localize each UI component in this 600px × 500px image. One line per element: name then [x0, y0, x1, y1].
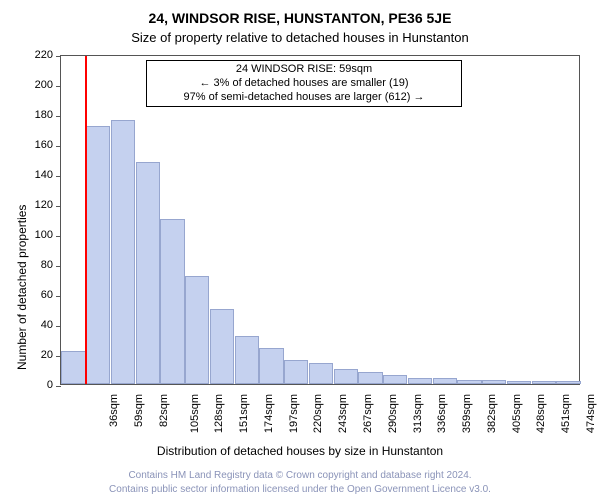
x-tick-label: 428sqm: [535, 388, 547, 433]
y-tick: [56, 146, 61, 147]
x-tick-label: 36sqm: [108, 388, 120, 427]
histogram-bar: [111, 120, 135, 384]
y-tick: [56, 326, 61, 327]
y-axis-label: Number of detached properties: [15, 205, 29, 370]
y-tick-label: 180: [35, 109, 53, 121]
x-tick-label: 405sqm: [511, 388, 523, 433]
histogram-bar: [532, 381, 556, 384]
histogram-bar: [284, 360, 308, 384]
x-tick-label: 243sqm: [337, 388, 349, 433]
property-marker-line: [85, 56, 87, 384]
x-tick-label: 382sqm: [486, 388, 498, 433]
x-tick-label: 151sqm: [238, 388, 250, 433]
footer-copyright-2: Contains public sector information licen…: [0, 484, 600, 495]
x-tick-label: 220sqm: [313, 388, 325, 433]
histogram-bar: [457, 380, 481, 385]
y-tick: [56, 266, 61, 267]
annotation-box: 24 WINDSOR RISE: 59sqm← 3% of detached h…: [146, 60, 462, 107]
chart-container: { "layout":{ "title1":{"text":"24, WINDS…: [0, 0, 600, 500]
y-tick-label: 140: [35, 169, 53, 181]
x-tick-label: 197sqm: [288, 388, 300, 433]
y-tick-label: 220: [35, 49, 53, 61]
x-tick-label: 105sqm: [189, 388, 201, 433]
histogram-bar: [358, 372, 382, 384]
x-axis-label: Distribution of detached houses by size …: [0, 444, 600, 458]
chart-title-description: Size of property relative to detached ho…: [0, 30, 600, 45]
y-tick-label: 0: [47, 379, 53, 391]
y-tick-label: 120: [35, 199, 53, 211]
histogram-bar: [210, 309, 234, 384]
y-tick: [56, 116, 61, 117]
histogram-bar: [482, 380, 506, 385]
y-tick-label: 40: [41, 319, 53, 331]
histogram-bar: [334, 369, 358, 384]
histogram-bar: [136, 162, 160, 384]
x-tick-label: 474sqm: [585, 388, 597, 433]
y-tick-label: 20: [41, 349, 53, 361]
x-tick-label: 128sqm: [214, 388, 226, 433]
histogram-bar: [86, 126, 110, 384]
histogram-bar: [185, 276, 209, 384]
y-tick-label: 60: [41, 289, 53, 301]
annotation-line: ← 3% of detached houses are smaller (19): [151, 77, 457, 91]
y-tick: [56, 86, 61, 87]
footer-copyright-1: Contains HM Land Registry data © Crown c…: [0, 470, 600, 481]
y-tick: [56, 206, 61, 207]
x-tick-label: 451sqm: [560, 388, 572, 433]
x-tick-label: 174sqm: [263, 388, 275, 433]
x-tick-label: 313sqm: [412, 388, 424, 433]
y-tick-label: 160: [35, 139, 53, 151]
y-tick-label: 80: [41, 259, 53, 271]
histogram-bar: [507, 381, 531, 384]
histogram-bar: [61, 351, 85, 384]
histogram-bar: [556, 381, 580, 384]
histogram-bar: [259, 348, 283, 384]
y-tick: [56, 386, 61, 387]
histogram-bar: [160, 219, 184, 384]
y-tick-label: 100: [35, 229, 53, 241]
annotation-line: 97% of semi-detached houses are larger (…: [151, 91, 457, 105]
histogram-bar: [433, 378, 457, 384]
x-tick-label: 359sqm: [461, 388, 473, 433]
x-tick-label: 267sqm: [362, 388, 374, 433]
x-tick-label: 336sqm: [436, 388, 448, 433]
plot-area: 02040608010012014016018020022036sqm59sqm…: [60, 55, 580, 385]
histogram-bar: [408, 378, 432, 384]
histogram-bar: [383, 375, 407, 384]
annotation-line: 24 WINDSOR RISE: 59sqm: [151, 63, 457, 77]
histogram-bar: [309, 363, 333, 384]
y-tick-label: 200: [35, 79, 53, 91]
x-tick-label: 59sqm: [133, 388, 145, 427]
y-tick: [56, 176, 61, 177]
histogram-bar: [235, 336, 259, 384]
x-tick-label: 82sqm: [158, 388, 170, 427]
y-tick: [56, 296, 61, 297]
chart-title-address: 24, WINDSOR RISE, HUNSTANTON, PE36 5JE: [0, 10, 600, 26]
x-tick-label: 290sqm: [387, 388, 399, 433]
y-tick: [56, 56, 61, 57]
y-tick: [56, 236, 61, 237]
